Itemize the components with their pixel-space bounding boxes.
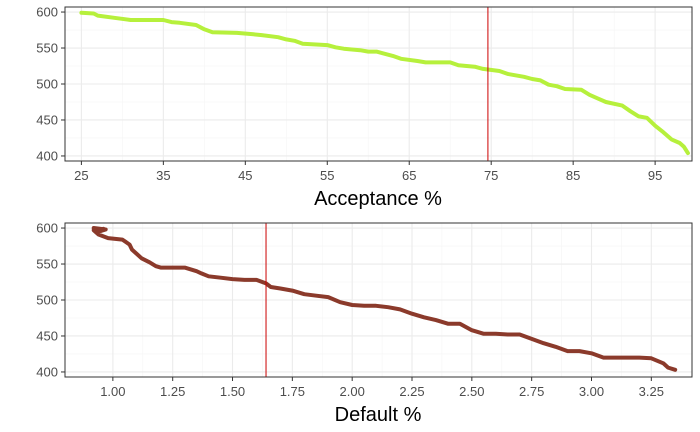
acceptance-x-tick-label: 95 (648, 168, 662, 183)
default-y-tick-label: 550 (36, 257, 58, 272)
acceptance-x-tick-label: 25 (74, 168, 88, 183)
acceptance-x-tick-label: 75 (484, 168, 498, 183)
default-x-axis-title: Default % (335, 404, 422, 426)
default-series-line (91, 226, 678, 372)
acceptance-x-axis: 25 35 45 55 65 75 85 95 (74, 161, 662, 183)
default-y-tick-label: 500 (36, 293, 58, 308)
default-chart: 400 450 500 550 600 1.00 1.25 1.50 1.75 2.00 2.25… (36, 221, 693, 426)
default-y-tick-label: 600 (36, 221, 58, 236)
default-x-tick-label: 1.50 (220, 384, 245, 399)
default-x-tick-label: 1.25 (160, 384, 185, 399)
acceptance-y-tick-label: 550 (36, 41, 58, 56)
default-x-tick-label: 2.75 (519, 384, 544, 399)
acceptance-x-axis-title: Acceptance % (314, 188, 442, 210)
default-x-tick-label: 2.50 (459, 384, 484, 399)
default-x-tick-label: 2.00 (340, 384, 365, 399)
acceptance-x-tick-label: 85 (566, 168, 580, 183)
default-x-tick-label: 2.25 (399, 384, 424, 399)
default-x-tick-label: 1.75 (280, 384, 305, 399)
acceptance-x-tick-label: 35 (156, 168, 170, 183)
acceptance-x-tick-label: 65 (402, 168, 416, 183)
default-x-axis: 1.00 1.25 1.50 1.75 2.00 2.25 2.50 2.75 3.00 3.25 (100, 377, 664, 399)
acceptance-x-tick-label: 55 (320, 168, 334, 183)
acceptance-y-tick-label: 400 (36, 148, 58, 163)
default-x-tick-label: 3.00 (579, 384, 604, 399)
acceptance-y-axis: 400 450 500 550 600 (36, 5, 65, 163)
acceptance-major-grid (65, 7, 692, 161)
acceptance-y-tick-label: 500 (36, 77, 58, 92)
acceptance-chart: 400 450 500 550 600 25 35 45 55 65 75 85 95 Accepta… (36, 5, 693, 210)
acceptance-y-tick-label: 450 (36, 112, 58, 127)
default-y-axis: 400 450 500 550 600 (36, 221, 65, 379)
acceptance-minor-grid (65, 7, 692, 161)
acceptance-x-tick-label: 45 (238, 168, 252, 183)
default-x-tick-label: 1.00 (100, 384, 125, 399)
acceptance-series-line (79, 10, 690, 156)
acceptance-y-tick-label: 600 (36, 5, 58, 20)
default-x-tick-label: 3.25 (639, 384, 664, 399)
default-y-tick-label: 400 (36, 364, 58, 379)
default-y-tick-label: 450 (36, 328, 58, 343)
